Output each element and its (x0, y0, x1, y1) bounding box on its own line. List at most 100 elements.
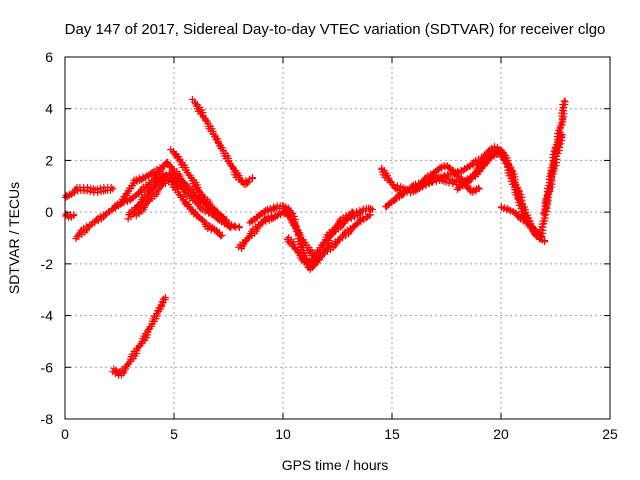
series-arc-17 (497, 203, 549, 246)
data-point (544, 189, 552, 197)
x-tick-label: 25 (602, 426, 618, 442)
data-point (443, 171, 451, 179)
y-tick-label: -8 (41, 411, 54, 427)
y-tick-label: 4 (45, 101, 53, 117)
data-point (412, 183, 420, 191)
data-point (432, 174, 440, 182)
axis-ticks (64, 56, 611, 420)
data-point (349, 208, 357, 216)
data-point (517, 190, 525, 198)
data-point (270, 203, 278, 211)
x-axis-label: GPS time / hours (282, 457, 389, 473)
chart-title: Day 147 of 2017, Sidereal Day-to-day VTE… (65, 21, 606, 38)
series-arc-16 (453, 149, 501, 193)
data-point (429, 178, 437, 186)
y-tick-label: -4 (41, 308, 54, 324)
data-point (390, 181, 398, 189)
data-point (459, 182, 467, 190)
data-point (141, 174, 149, 182)
data-point (552, 162, 560, 170)
data-point (548, 168, 556, 176)
data-point (217, 232, 225, 240)
data-point (558, 131, 566, 139)
data-point (368, 206, 376, 214)
data-series (61, 95, 569, 379)
data-point (439, 174, 447, 182)
data-point (559, 116, 567, 124)
data-point (270, 214, 278, 222)
data-point (96, 212, 104, 220)
data-point (218, 231, 226, 239)
data-point (355, 210, 363, 218)
series-arc-7 (132, 174, 226, 240)
data-point (245, 178, 253, 186)
series-arc-10 (234, 207, 374, 263)
data-point (445, 163, 453, 171)
data-point (109, 185, 117, 193)
series-arc-8 (167, 146, 235, 232)
data-point (409, 184, 417, 192)
data-point (243, 179, 251, 187)
data-point (227, 224, 235, 232)
plot-frame (64, 56, 611, 420)
data-point (408, 183, 416, 191)
data-point (469, 188, 477, 196)
data-point (489, 149, 497, 157)
x-tick-label: 0 (61, 426, 69, 442)
data-point (474, 184, 482, 192)
data-point (161, 293, 169, 301)
data-point (464, 179, 472, 187)
data-point (557, 119, 565, 127)
series-arc-19 (540, 131, 566, 218)
x-tick-label: 5 (170, 426, 178, 442)
data-point (547, 183, 555, 191)
data-point (548, 171, 556, 179)
data-point (295, 230, 303, 238)
data-point (541, 237, 549, 245)
tick-labels: 0 5 10 15 20 25 -8 -6 -4 -2 0 2 4 6 (41, 49, 618, 442)
x-tick-label: 10 (275, 426, 291, 442)
y-tick-label: 0 (45, 204, 53, 220)
series-arc-5 (111, 158, 230, 224)
data-point (493, 149, 501, 157)
data-point (366, 211, 374, 219)
data-point (293, 223, 301, 231)
data-point (505, 206, 513, 214)
data-point (561, 98, 569, 106)
data-point (291, 221, 299, 229)
data-point (521, 216, 529, 224)
data-point (442, 178, 450, 186)
series-arc-4 (109, 293, 169, 379)
data-point (542, 196, 550, 204)
data-point (273, 212, 281, 220)
data-point (560, 97, 568, 105)
y-axis-label: SDTVAR / TECUs (6, 182, 22, 294)
data-point (226, 223, 234, 231)
data-point (235, 224, 243, 232)
y-tick-label: -6 (41, 359, 54, 375)
data-point (538, 232, 546, 240)
series-arc-2 (61, 210, 78, 221)
data-point (160, 162, 168, 170)
data-point (156, 166, 164, 174)
series-arc-6 (124, 169, 243, 232)
series-arc-3 (72, 169, 167, 243)
data-point (556, 122, 564, 130)
data-point (70, 211, 78, 219)
series-arc-1 (62, 183, 117, 201)
data-point (543, 192, 551, 200)
data-point (435, 173, 443, 181)
data-point (248, 175, 256, 183)
series-arc-12 (284, 208, 357, 268)
data-point (71, 189, 79, 197)
y-tick-label: -2 (41, 256, 54, 272)
data-point (456, 184, 464, 192)
data-point (519, 202, 527, 210)
x-tick-label: 15 (384, 426, 400, 442)
y-tick-label: 2 (45, 152, 53, 168)
data-point (107, 183, 115, 191)
data-point (475, 185, 483, 193)
data-point (203, 205, 211, 213)
y-tick-label: 6 (45, 49, 53, 65)
